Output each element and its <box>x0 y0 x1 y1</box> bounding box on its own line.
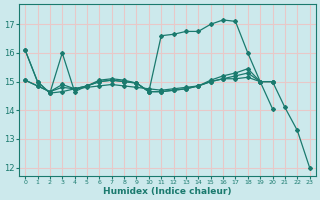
X-axis label: Humidex (Indice chaleur): Humidex (Indice chaleur) <box>103 187 232 196</box>
